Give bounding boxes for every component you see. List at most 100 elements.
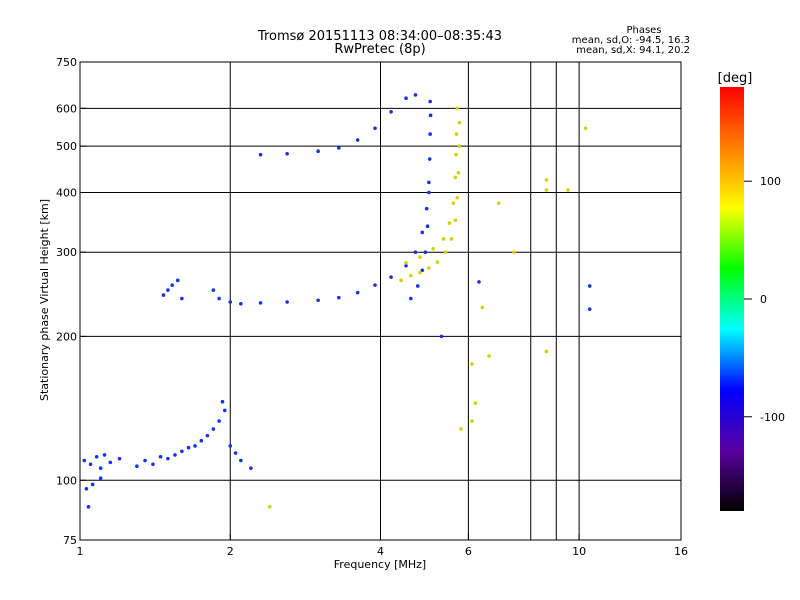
x-mode-point-35 bbox=[267, 505, 272, 509]
o-mode-point-21 bbox=[205, 433, 210, 438]
colorbar-label: [deg] bbox=[718, 71, 753, 86]
o-mode-point-22 bbox=[211, 427, 216, 431]
o-mode-point-56 bbox=[415, 284, 420, 288]
o-mode-point-17 bbox=[180, 449, 184, 454]
o-mode-point-32 bbox=[170, 283, 174, 287]
y-tick-label-2: 200 bbox=[56, 330, 77, 343]
x-mode-point-9 bbox=[456, 170, 461, 175]
o-mode-point-25 bbox=[220, 399, 225, 404]
x-mode-point-8 bbox=[455, 195, 460, 200]
x-mode-point-2 bbox=[418, 270, 422, 275]
y-tick-label-7: 750 bbox=[56, 56, 77, 69]
o-mode-point-60 bbox=[427, 190, 431, 195]
o-mode-point-42 bbox=[337, 295, 341, 300]
o-mode-point-24 bbox=[222, 408, 227, 413]
x-mode-point-15 bbox=[431, 246, 435, 251]
x-mode-point-0 bbox=[399, 278, 403, 283]
x-mode-point-30 bbox=[473, 401, 478, 405]
o-mode-point-65 bbox=[355, 138, 360, 142]
o-mode-point-20 bbox=[199, 438, 204, 443]
x-mode-point-12 bbox=[455, 106, 460, 111]
x-mode-point-16 bbox=[441, 237, 446, 241]
o-mode-point-2 bbox=[94, 454, 99, 459]
o-mode-point-37 bbox=[228, 300, 233, 304]
o-mode-point-1 bbox=[88, 462, 93, 467]
x-mode-point-29 bbox=[583, 126, 588, 131]
o-mode-point-57 bbox=[420, 268, 425, 273]
o-mode-point-55 bbox=[408, 296, 413, 301]
o-mode-point-35 bbox=[211, 288, 216, 292]
o-mode-point-39 bbox=[258, 301, 263, 305]
x-axis-ticks: 1 2 4 6 10 16 bbox=[77, 534, 688, 558]
x-mode-point-17 bbox=[447, 221, 452, 226]
o-mode-point-27 bbox=[233, 451, 238, 455]
o-mode-point-16 bbox=[173, 453, 177, 457]
x-mode-point-25 bbox=[544, 188, 549, 192]
o-mode-point-52 bbox=[428, 132, 432, 136]
o-mode-point-7 bbox=[84, 486, 89, 491]
x-tick-label-4: 10 bbox=[572, 545, 586, 558]
o-mode-point-33 bbox=[175, 278, 180, 283]
o-mode-point-49 bbox=[424, 206, 429, 211]
x-mode-point-6 bbox=[449, 237, 454, 241]
o-mode-point-38 bbox=[239, 301, 243, 306]
o-mode-point-40 bbox=[285, 300, 289, 304]
chart-title: Tromsø 20151113 08:34:00–08:35:43 bbox=[257, 29, 502, 44]
o-mode-point-31 bbox=[166, 288, 170, 292]
x-tick-label-1: 2 bbox=[227, 545, 234, 558]
phase-stats-o: mean, sd,O: -94.5, 16.3 bbox=[572, 35, 690, 46]
x-mode-point-3 bbox=[427, 266, 431, 270]
o-mode-point-45 bbox=[389, 275, 393, 279]
y-tick-label-6: 600 bbox=[56, 102, 77, 115]
colorbar-tick-label-1: 0 bbox=[760, 293, 767, 306]
o-mode-point-53 bbox=[428, 113, 433, 118]
plot-area: 1 2 4 6 10 16 75 100 200 300 400 500 600 750 bbox=[56, 56, 688, 558]
o-mode-point-62 bbox=[285, 151, 289, 156]
o-mode-point-34 bbox=[180, 296, 184, 301]
colorbar-ticks: 100 0 -100 bbox=[744, 175, 785, 424]
o-mode-point-8 bbox=[90, 482, 95, 487]
x-mode-point-32 bbox=[459, 427, 463, 431]
x-mode-point-23 bbox=[496, 201, 501, 205]
o-mode-point-11 bbox=[135, 464, 139, 469]
o-mode-point-43 bbox=[355, 290, 360, 295]
chart-subtitle: RwPretec (8p) bbox=[334, 42, 425, 57]
colorbar-tick-label-0: 100 bbox=[760, 175, 781, 188]
o-mode-point-29 bbox=[249, 466, 253, 470]
x-mode-point-21 bbox=[454, 132, 459, 136]
o-mode-point-0 bbox=[82, 458, 87, 463]
x-mode-point-34 bbox=[487, 354, 491, 358]
x-mode-point-13 bbox=[404, 261, 408, 265]
y-tick-label-4: 400 bbox=[56, 186, 77, 199]
o-mode-point-23 bbox=[217, 419, 221, 423]
o-mode-point-69 bbox=[413, 93, 418, 97]
x-mode-point-27 bbox=[544, 349, 549, 354]
o-mode-point-46 bbox=[404, 263, 408, 268]
x-mode-point-11 bbox=[457, 120, 462, 125]
x-mode-point-28 bbox=[566, 188, 570, 192]
x-mode-point-22 bbox=[480, 305, 485, 310]
o-mode-point-5 bbox=[108, 460, 113, 465]
o-mode-point-58 bbox=[423, 250, 428, 255]
x-mode-point-19 bbox=[453, 175, 458, 180]
y-axis-ticks: 75 100 200 300 400 500 600 750 bbox=[56, 56, 86, 547]
y-tick-label-1: 100 bbox=[56, 474, 77, 487]
o-mode-point-4 bbox=[102, 453, 107, 457]
o-mode-point-41 bbox=[316, 298, 320, 303]
o-mode-point-68 bbox=[404, 96, 408, 100]
o-mode-point-6 bbox=[117, 456, 122, 461]
o-mode-point-18 bbox=[186, 445, 191, 450]
o-mode-point-12 bbox=[143, 458, 147, 463]
o-mode-point-73 bbox=[587, 307, 592, 311]
scatter-points bbox=[82, 93, 592, 509]
o-mode-point-44 bbox=[373, 283, 377, 287]
colorbar-gradient bbox=[720, 87, 744, 511]
o-mode-point-3 bbox=[98, 466, 103, 470]
x-tick-label-2: 4 bbox=[377, 545, 384, 558]
y-tick-label-5: 500 bbox=[56, 140, 77, 153]
o-mode-point-48 bbox=[420, 230, 425, 235]
x-mode-point-4 bbox=[435, 260, 440, 264]
y-tick-label-0: 75 bbox=[63, 534, 77, 547]
x-mode-point-18 bbox=[451, 201, 456, 205]
